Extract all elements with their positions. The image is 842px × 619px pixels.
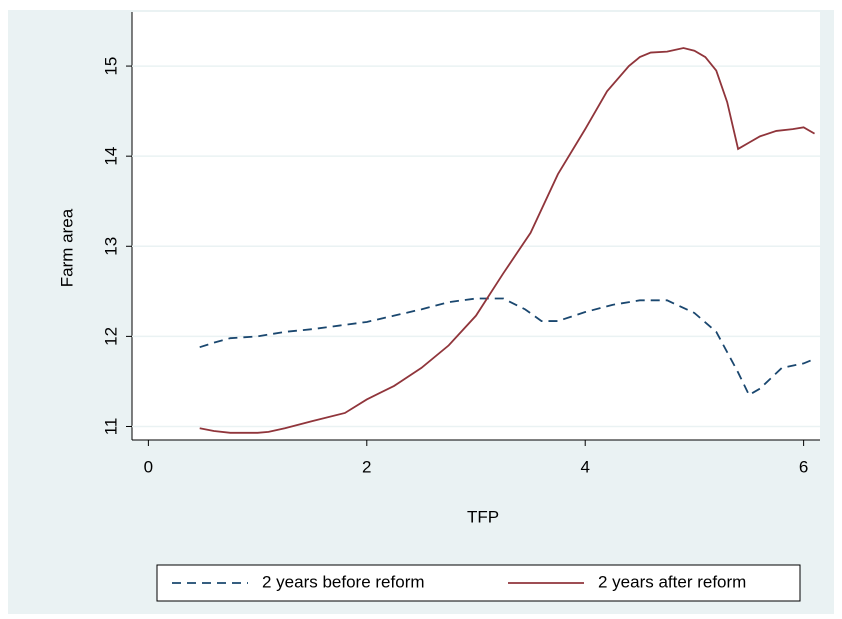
x-axis-label: TFP (467, 507, 499, 526)
x-tick-label: 0 (144, 457, 153, 476)
y-axis-label: Farm area (57, 208, 76, 287)
plot-area (132, 12, 820, 440)
legend-label: 2 years before reform (262, 572, 425, 591)
y-tick-label: 11 (101, 418, 120, 436)
y-tick-label: 15 (101, 57, 120, 76)
x-tick-label: 4 (580, 457, 589, 476)
y-tick-label: 13 (101, 237, 120, 256)
y-tick-label: 12 (101, 327, 120, 346)
x-tick-label: 2 (362, 457, 371, 476)
legend-box (156, 564, 801, 602)
legend-label: 2 years after reform (598, 572, 746, 591)
y-tick-label: 14 (101, 147, 120, 166)
x-tick-label: 6 (799, 457, 808, 476)
data-line (199, 47, 815, 434)
